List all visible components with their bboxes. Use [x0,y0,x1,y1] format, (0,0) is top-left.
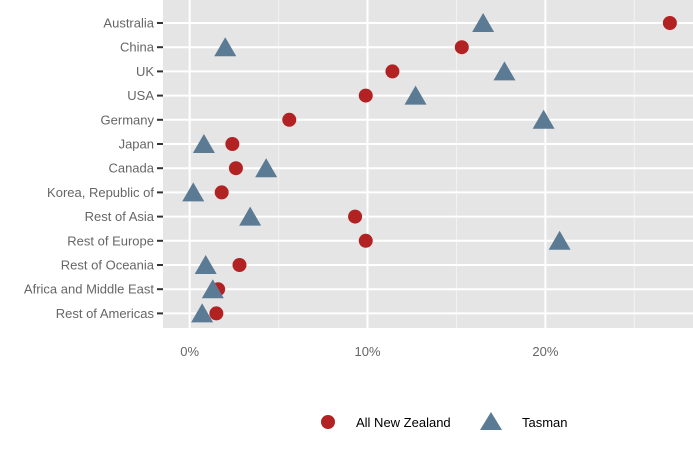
point-all-new-zealand [385,64,400,79]
category-label: Canada [108,161,154,176]
legend: All New Zealand Tasman [321,412,568,430]
category-label: Japan [119,137,154,152]
category-label: Rest of Europe [67,233,154,248]
point-all-new-zealand [228,161,243,176]
legend-key-tasman [480,412,502,430]
x-tick-label: 10% [355,344,381,359]
data-points [182,13,677,323]
category-label: USA [127,88,154,103]
legend-label-tasman: Tasman [522,415,568,430]
x-tick-label: 20% [532,344,558,359]
point-all-new-zealand [282,112,297,127]
point-all-new-zealand [214,185,229,200]
point-all-new-zealand [358,88,373,103]
legend-key-all-new-zealand [321,415,335,429]
point-all-new-zealand [348,209,363,224]
point-all-new-zealand [454,40,469,55]
point-all-new-zealand [662,16,677,30]
point-tasman [194,255,217,274]
point-tasman [493,61,516,81]
category-label: Africa and Middle East [24,282,154,297]
category-label: Australia [103,16,154,31]
point-tasman [239,206,262,226]
point-tasman [182,182,205,202]
category-label: Germany [101,112,155,127]
point-tasman [191,303,214,323]
category-label: Rest of Americas [56,306,155,321]
x-tick-label: 0% [180,344,199,359]
category-label: Korea, Republic of [47,185,154,200]
point-all-new-zealand [232,258,247,272]
legend-label-all-new-zealand: All New Zealand [356,415,451,430]
plot-area: 0% 10% 20% Australia China UK USA Germany Japan C… [24,0,693,359]
point-all-new-zealand [358,233,373,248]
point-tasman [201,279,224,299]
point-tasman [532,109,555,129]
point-tasman [472,13,495,32]
point-all-new-zealand [225,137,240,151]
point-tasman [404,85,427,105]
point-tasman [548,230,571,250]
category-label: Rest of Asia [85,209,155,224]
point-tasman [214,37,237,57]
point-all-new-zealand [209,306,224,321]
plot-background [163,0,693,328]
category-label: UK [136,64,154,79]
category-label: Rest of Oceania [61,258,155,273]
point-tasman [192,134,215,153]
category-label: China [120,40,155,55]
point-tasman [255,158,278,178]
